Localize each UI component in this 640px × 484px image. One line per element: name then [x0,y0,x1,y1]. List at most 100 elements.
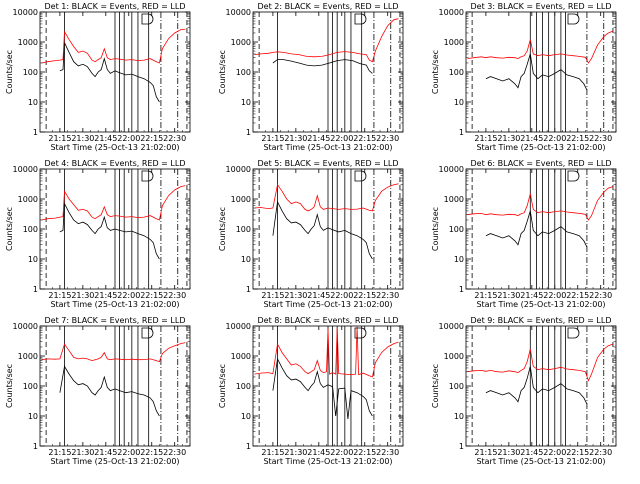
x-tick-label: 21:30 [497,448,520,457]
x-tick-label: 22:30 [163,291,186,300]
events-series-line [272,59,373,74]
dwell-box-glyph [354,170,367,182]
y-tick-label: 100 [236,382,251,391]
y-tick-label: 10000 [226,8,251,17]
y-tick-label: 1000 [444,352,464,361]
x-tick-label: 22:00 [543,448,566,457]
x-axis-title: Start Time (25-Oct-13 21:02:00) [476,300,605,309]
panel-det-6: 1 10 100 1000 10000 21:15 21:30 21:45 22:00 22:15… [431,159,617,309]
panel-title: Det 4: BLACK = Events, RED = LLD [45,159,186,168]
x-tick-label: 21:45 [307,134,330,143]
x-tick-label: 21:15 [261,134,284,143]
x-tick-label: 22:00 [543,134,566,143]
panel-det-8: 1 10 100 1000 10000 21:15 21:30 21:45 22:00 22:15… [218,316,404,466]
x-axis-title: Start Time (25-Oct-13 21:02:00) [263,457,392,466]
y-tick-label: 1 [33,128,38,137]
x-tick-label: 21:45 [94,134,117,143]
x-tick-label: 22:00 [543,291,566,300]
y-tick-label: 1 [246,128,251,137]
x-tick-label: 22:00 [330,291,353,300]
y-tick-label: 10 [241,412,251,421]
panel-title: Det 3: BLACK = Events, RED = LLD [471,2,612,11]
x-tick-label: 22:15 [140,448,163,457]
y-tick-label: 1000 [18,195,38,204]
x-tick-label: 21:30 [71,448,94,457]
x-tick-label: 22:30 [589,448,612,457]
lld-series-line [254,326,399,378]
lld-series-line [467,30,614,64]
y-tick-label: 1 [459,285,464,294]
dwell-box-glyph [354,13,367,25]
x-tick-label: 21:30 [284,134,307,143]
x-tick-label: 21:45 [307,448,330,457]
y-tick-label: 10000 [13,165,38,174]
x-tick-label: 21:45 [520,291,543,300]
y-tick-label: 1000 [18,352,38,361]
x-tick-label: 21:15 [474,134,497,143]
x-axis-title: Start Time (25-Oct-13 21:02:00) [476,457,605,466]
panel-title: Det 1: BLACK = Events, RED = LLD [45,2,186,11]
y-tick-label: 10 [454,98,464,107]
panel-det-3: 1 10 100 1000 10000 21:15 21:30 21:45 22:00 22:15… [431,2,617,152]
y-axis-title: Counts/sec [218,50,227,94]
x-tick-label: 22:30 [163,448,186,457]
y-tick-label: 100 [236,225,251,234]
x-tick-label: 21:30 [284,291,307,300]
x-tick-label: 21:15 [474,448,497,457]
plot-frame [465,325,617,447]
x-tick-label: 22:15 [566,291,589,300]
x-tick-label: 21:30 [284,448,307,457]
x-tick-label: 22:30 [376,134,399,143]
y-tick-label: 100 [23,225,38,234]
y-tick-label: 100 [449,225,464,234]
lld-series-line [467,186,614,221]
y-tick-label: 1 [33,285,38,294]
x-tick-label: 21:30 [497,134,520,143]
y-tick-label: 1000 [231,195,251,204]
lld-series-line [41,28,186,64]
events-series-line [272,200,373,260]
events-series-line [59,42,160,103]
dwell-box-glyph [567,13,580,25]
dwell-box-glyph [141,170,154,182]
x-tick-label: 22:00 [117,448,140,457]
dwell-box-glyph [141,327,154,339]
y-tick-label: 100 [23,382,38,391]
x-tick-label: 21:15 [261,291,284,300]
lld-series-line [254,18,399,63]
x-tick-label: 21:15 [474,291,497,300]
x-tick-label: 22:30 [163,134,186,143]
y-tick-label: 10 [241,255,251,264]
y-tick-label: 1 [33,442,38,451]
lld-series-line [254,183,399,212]
lld-series-line [467,343,614,382]
y-tick-label: 10000 [13,8,38,17]
y-tick-label: 1000 [444,195,464,204]
x-tick-label: 21:45 [307,291,330,300]
y-tick-label: 10 [241,98,251,107]
dwell-box-glyph [567,170,580,182]
x-tick-label: 22:00 [117,134,140,143]
events-series-line [59,202,160,260]
x-tick-label: 22:30 [376,291,399,300]
x-tick-label: 22:00 [330,448,353,457]
events-series-line [272,357,373,419]
y-tick-label: 10000 [226,165,251,174]
x-tick-label: 21:15 [48,291,71,300]
y-tick-label: 10 [454,255,464,264]
y-tick-label: 1 [246,442,251,451]
y-tick-label: 1000 [231,352,251,361]
dwell-box-glyph [567,327,580,339]
x-tick-label: 21:15 [48,448,71,457]
dwell-box-glyph [141,13,154,25]
y-axis-title: Counts/sec [5,50,14,94]
y-tick-label: 10000 [13,322,38,331]
x-tick-label: 22:15 [353,134,376,143]
x-tick-label: 21:45 [94,448,117,457]
y-axis-title: Counts/sec [5,207,14,251]
x-tick-label: 21:30 [71,291,94,300]
x-tick-label: 22:30 [589,134,612,143]
x-axis-title: Start Time (25-Oct-13 21:02:00) [50,457,179,466]
panel-det-1: 1 10 100 1000 10000 21:15 21:30 21:45 22:00 22:15… [5,2,191,152]
